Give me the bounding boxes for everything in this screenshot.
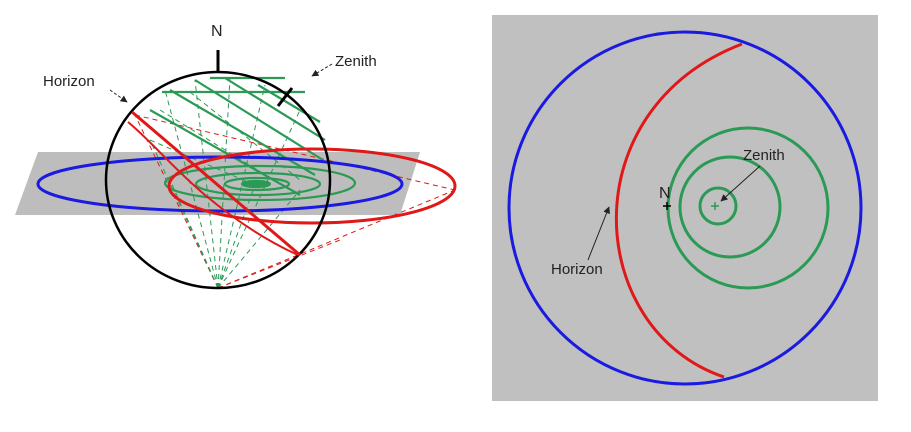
zenith-label: Zenith <box>335 53 377 70</box>
zenith-marker <box>711 202 719 210</box>
zenith-label-arrow <box>311 63 333 77</box>
projection-lines-red <box>134 114 456 289</box>
horizon-label-arrow-right <box>587 206 610 261</box>
horizon-label-arrow <box>109 89 128 103</box>
north-label-right: N <box>659 185 671 202</box>
north-marker <box>663 202 671 210</box>
stereographic-projection: Zenith N Horizon <box>492 15 878 401</box>
projection-panel-background <box>492 15 878 401</box>
zenith-label-arrow-right <box>720 165 761 202</box>
horizon-projection-ellipse <box>167 147 457 225</box>
zenith-axis-tick <box>276 87 294 107</box>
north-label: N <box>211 23 223 40</box>
projected-equator-circle <box>507 30 863 386</box>
celestial-sphere-3d: N Horizon Zenith <box>15 23 457 290</box>
projected-circles-plane <box>163 164 357 202</box>
horizon-label-right: Horizon <box>551 261 603 278</box>
projected-horizon-arc <box>614 42 743 379</box>
projected-latitude-circles <box>666 126 830 290</box>
zenith-label-right: Zenith <box>743 147 785 164</box>
horizon-label: Horizon <box>43 73 95 90</box>
horizon-great-circle <box>131 110 301 257</box>
